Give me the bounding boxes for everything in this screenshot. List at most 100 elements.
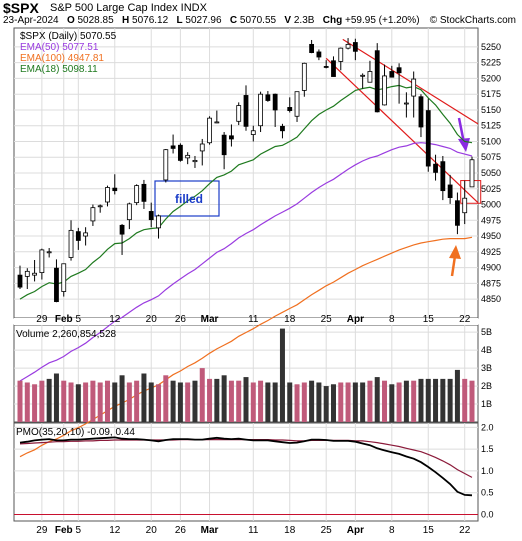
candle-body xyxy=(54,267,59,303)
candle-body xyxy=(214,121,220,124)
candle-body xyxy=(272,93,278,111)
date-tick-label: 8 xyxy=(389,525,395,536)
volume-value: 2.3B xyxy=(293,15,315,26)
candle-body xyxy=(134,185,140,204)
volume-tick-label: 4B xyxy=(481,345,492,355)
date-tick-label: 11 xyxy=(248,314,259,325)
orange-arrow-head xyxy=(449,245,461,259)
volume-bar xyxy=(462,378,468,422)
price-tick-label: 5100 xyxy=(481,136,501,146)
candle-body xyxy=(229,135,234,140)
date-tick-label: 5 xyxy=(76,525,82,536)
candle-body xyxy=(61,263,67,292)
high-label: H xyxy=(122,15,130,26)
ema18-line xyxy=(19,84,473,300)
price-tick-label: 5150 xyxy=(481,105,501,115)
volume-bar xyxy=(352,382,358,422)
candle-body xyxy=(382,75,387,106)
candle-body xyxy=(126,203,132,221)
pmo-tick-label: 1.5 xyxy=(481,444,494,454)
candle-body xyxy=(236,105,242,122)
volume-bar xyxy=(454,369,460,422)
legend-ema100: EMA(100) 4947.81 xyxy=(20,53,104,64)
candle-body xyxy=(360,74,366,77)
symbol: $SPX xyxy=(3,0,39,16)
price-tick-label: 5000 xyxy=(481,200,501,210)
candle-body xyxy=(75,231,81,241)
candle-body xyxy=(68,229,74,258)
candle-body xyxy=(469,159,475,188)
candle-body xyxy=(119,224,125,235)
candle-body xyxy=(352,42,358,52)
date-tick-label: 18 xyxy=(284,525,296,536)
candle-body xyxy=(433,163,438,173)
price-tick-label: 4950 xyxy=(481,231,501,241)
volume-bar xyxy=(367,380,373,422)
candle-body xyxy=(221,134,227,156)
volume-tick-label: 3B xyxy=(481,363,492,373)
chart-header: $SPX S&P 500 Large Cap Index INDX 23-Apr… xyxy=(0,0,522,28)
volume-bar xyxy=(192,380,198,422)
volume-bar xyxy=(447,378,453,422)
date-tick-label: 15 xyxy=(423,314,435,325)
volume-bar xyxy=(75,384,81,422)
price-tick-label: 5225 xyxy=(481,58,501,68)
volume-bar xyxy=(68,382,74,422)
candle-body xyxy=(403,102,409,105)
pmo-tick-label: 2.0 xyxy=(481,422,494,432)
candle-body xyxy=(39,249,45,274)
candle-body xyxy=(24,270,30,277)
candle-body xyxy=(455,200,460,226)
volume-bar xyxy=(258,380,264,422)
date-tick-label: 29 xyxy=(36,525,48,536)
date-tick-label: 5 xyxy=(76,314,82,325)
date-tick-label: Mar xyxy=(201,525,219,536)
candle-body xyxy=(83,232,89,237)
candle-body xyxy=(447,184,453,198)
annotation-filled: filled xyxy=(175,192,203,206)
candle-body xyxy=(345,43,351,49)
pmo-line xyxy=(19,436,473,497)
volume-tick-label: 2B xyxy=(481,381,492,391)
volume-bar xyxy=(156,384,162,422)
candle-body xyxy=(265,94,271,101)
date-tick-label: Apr xyxy=(347,525,364,536)
candle-body xyxy=(192,159,198,163)
price-tick-label: 4850 xyxy=(481,294,501,304)
candle-body xyxy=(32,272,37,276)
candle-body xyxy=(90,207,96,222)
price-legend: $SPX (Daily) 5070.55 EMA(50) 5077.51 EMA… xyxy=(20,31,117,75)
date-tick-label: Apr xyxy=(347,314,364,325)
candle-body xyxy=(141,183,147,202)
candle-body xyxy=(338,47,344,62)
date-tick-label: 12 xyxy=(109,525,121,536)
volume-bar xyxy=(61,380,67,422)
volume-bar xyxy=(214,378,220,422)
date-tick-label: 12 xyxy=(109,314,121,325)
price-tick-label: 4900 xyxy=(481,263,501,273)
volume-bar xyxy=(170,380,176,422)
quote-date: 23-Apr-2024 xyxy=(3,15,59,26)
annotation-overlays xyxy=(154,38,482,277)
low-label: L xyxy=(176,15,183,26)
price-tick-label: 5050 xyxy=(481,168,501,178)
candle-body xyxy=(331,60,336,77)
pmo-tick-label: 0.5 xyxy=(481,488,494,498)
volume-bar xyxy=(301,382,307,422)
volume-bar xyxy=(382,380,388,422)
price-tick-label: 5125 xyxy=(481,121,501,131)
date-tick-label: 22 xyxy=(459,314,471,325)
close-value: 5070.55 xyxy=(239,15,277,26)
date-tick-label: 26 xyxy=(175,314,187,325)
candle-body xyxy=(97,205,103,208)
volume-bar xyxy=(403,380,409,422)
candle-body xyxy=(309,43,315,53)
trend-channel-line xyxy=(342,38,479,125)
date-tick-label: 18 xyxy=(284,314,296,325)
credit: © StockCharts.com xyxy=(429,15,516,26)
volume-bar xyxy=(46,378,52,422)
volume-bar xyxy=(323,386,329,422)
candle-body xyxy=(389,71,395,78)
candle-body xyxy=(112,187,118,192)
